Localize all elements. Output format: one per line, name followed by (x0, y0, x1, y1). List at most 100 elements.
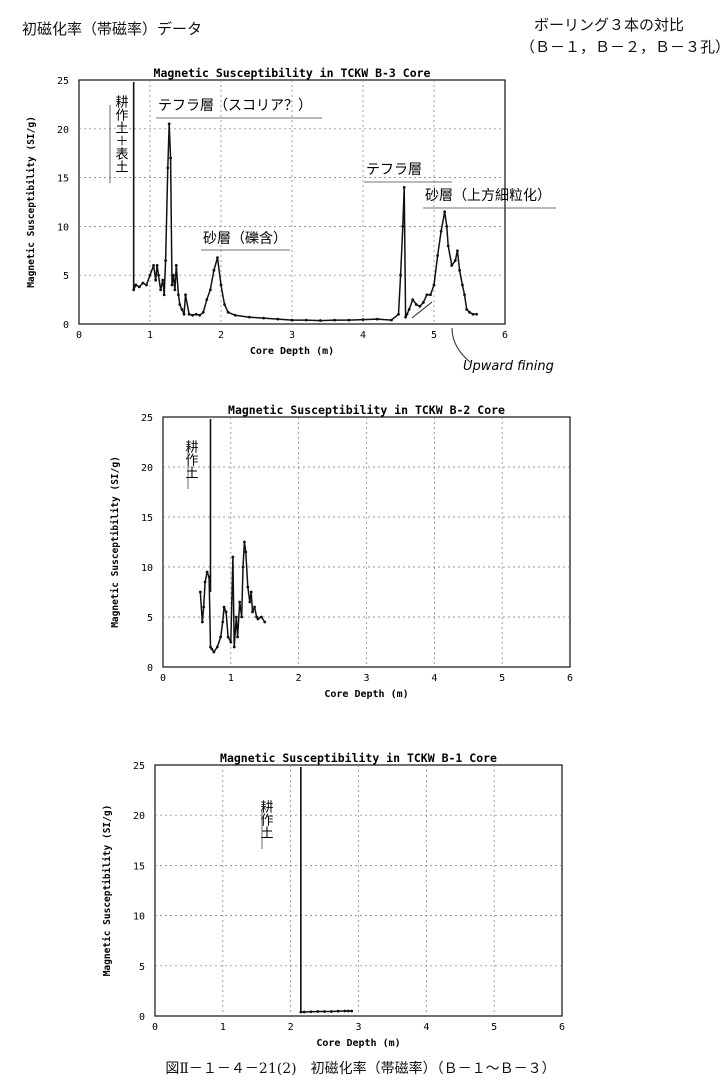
chart-b2-data-point (215, 645, 219, 649)
chart-b2-y-tick-label: 25 (141, 413, 153, 424)
chart-b2-x-tick-label: 1 (228, 673, 234, 684)
chart-b2-x-tick-label: 2 (296, 673, 302, 684)
chart-b1-data-point (316, 1010, 320, 1013)
chart-b1-y-tick-label: 20 (133, 811, 145, 822)
chart-b3-data-point (446, 244, 450, 248)
chart-b2-data-point (212, 650, 216, 654)
chart-b3-y-tick-label: 20 (57, 125, 69, 136)
chart-b3-data-point (304, 318, 308, 322)
chart-b1-title: Magnetic Susceptibility in TCKW B-1 Core (220, 751, 497, 765)
chart-b3-data-point (418, 305, 422, 308)
chart-b3-data-point (411, 298, 415, 301)
chart-b3-data-point (347, 318, 351, 322)
chart-b3-data-point (205, 298, 209, 301)
chart-b3-y-tick-label: 5 (63, 271, 69, 282)
chart-b3-data-point (233, 313, 237, 317)
chart-b3-data-point (152, 264, 155, 267)
chart-b1-data-point (350, 1009, 354, 1013)
chart-b3-data-point (443, 210, 447, 214)
chart-b3-data-point (461, 283, 464, 287)
chart-b1-data-point (346, 1009, 350, 1013)
chart-b1-y-tick-label: 0 (139, 1012, 145, 1023)
chart-b3-data-point (201, 310, 205, 314)
chart-b3-x-tick-label: 1 (147, 330, 153, 341)
chart-b3-data-point (145, 283, 148, 287)
page-title-left: 初磁化率（帯磁率）データ (22, 20, 203, 38)
chart-b1-x-axis-label: Core Depth (m) (316, 1038, 400, 1049)
chart-b3-data-point (333, 318, 336, 322)
upward-fining-pointer (411, 301, 433, 319)
chart-b3-data-point (173, 288, 177, 292)
chart-b3-annotation-label: テフラ層 (366, 162, 422, 178)
chart-b2-x-tick-label: 0 (160, 673, 166, 684)
chart-b2-data-point (222, 605, 226, 609)
chart-b3-data-point (159, 288, 163, 292)
chart-b2-data-point (240, 615, 244, 619)
chart-b1-y-tick-label: 5 (139, 962, 145, 973)
chart-b2-y-tick-label: 5 (147, 613, 153, 624)
figure-caption: 図Ⅱ－１－４－21(2) 初磁化率（帯磁率）（Ｂ－１～Ｂ－３） (165, 1061, 556, 1077)
chart-b1-y-tick-label: 10 (133, 912, 145, 923)
chart-b2-data-point (232, 645, 236, 649)
chart-b3-data-point (361, 318, 365, 322)
chart-b2-series-line (199, 541, 266, 653)
chart-b3-data-point (262, 316, 265, 320)
page-title-right-line1: ボーリング３本の対比 (534, 16, 685, 34)
chart-b2-y-tick-label: 20 (141, 463, 153, 474)
chart-b3-data-point (194, 312, 198, 316)
chart-b3-title: Magnetic Susceptibility in TCKW B-3 Core (154, 66, 431, 80)
page-title-right-line2: （Ｂ－１，Ｂ－２，Ｂ－３孔） (520, 38, 721, 56)
chart-b3-data-point (191, 313, 195, 317)
chart-b3-data-point (177, 293, 180, 297)
chart-b2-y-axis-label: Magnetic Susceptibility (SI/g) (110, 456, 121, 628)
chart-b2-x-axis-label: Core Depth (m) (324, 689, 408, 700)
chart-b3-data-point (172, 273, 175, 277)
chart-b2-data-point (246, 585, 250, 589)
chart-b3-data-point (399, 273, 403, 277)
chart-b2-data-point (207, 575, 211, 579)
chart-b1-data-point (336, 1009, 340, 1013)
chart-b3-data-point (475, 312, 478, 316)
chart-b3-data-point (178, 303, 182, 306)
chart-b3-data-point (450, 264, 454, 267)
upward-fining-arrow (451, 327, 471, 363)
chart-b3-data-point (167, 122, 171, 126)
chart-b3-data-point (198, 313, 202, 317)
chart-b3-data-point (429, 293, 432, 297)
chart-b3-data-point (187, 312, 191, 316)
chart-b3-data-point (148, 273, 152, 277)
chart-b3-annotation-label: 砂層（礫含） (203, 231, 287, 247)
chart-b1-annotation-vertical: 耕作土 (258, 799, 274, 839)
chart-b2-data-point (198, 590, 202, 594)
chart-b2-data-point (244, 550, 248, 554)
chart-b2-data-point (231, 555, 235, 559)
chart-b1-data-point (323, 1010, 326, 1013)
chart-b3-x-tick-label: 2 (218, 330, 224, 341)
chart-b3-data-point (169, 156, 172, 160)
chart-b2-data-point (236, 635, 240, 639)
chart-b1-data-point (329, 1010, 333, 1013)
chart-b3-data-point (375, 317, 379, 321)
chart-b3-y-axis-label: Magnetic Susceptibility (SI/g) (26, 116, 37, 288)
chart-b2-data-point (234, 615, 238, 619)
chart-b1-x-tick-label: 4 (423, 1022, 429, 1033)
chart-b3-data-point (182, 312, 186, 316)
chart-b3-data-point (401, 225, 405, 228)
chart-b3-data-point (468, 310, 471, 314)
chart-b3-data-point (397, 312, 400, 316)
chart-b2-data-point (263, 620, 267, 624)
chart-b3-data-point (465, 307, 469, 311)
chart-b2-data-point (226, 635, 230, 639)
chart-b2-data-point (205, 570, 209, 574)
chart-b3-annotation-label: テフラ層（スコリア？） (158, 98, 312, 114)
chart-b3-data-point (137, 285, 141, 289)
chart-b1-y-tick-label: 15 (133, 861, 145, 872)
chart-b3-data-point (212, 268, 216, 272)
chart-b2-data-point (210, 647, 214, 651)
chart-b3-data-point (154, 278, 158, 282)
chart-b3-data-point (402, 185, 406, 189)
chart-b3-data-point (132, 288, 136, 292)
chart-b3-data-point (164, 259, 168, 262)
chart-b3-data-point (208, 288, 212, 292)
